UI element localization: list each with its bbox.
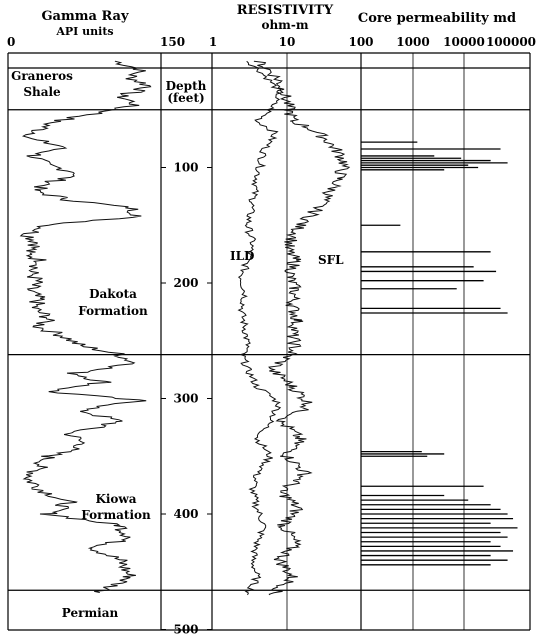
formation-kiowa-line2: Formation	[81, 508, 151, 522]
depth-tick-label: 400	[173, 507, 198, 521]
formation-dakota-line2: Formation	[78, 304, 148, 318]
log-curves	[19, 60, 351, 596]
resistivity-tick-1: 1	[209, 35, 217, 49]
perm-tick-100000: 100000	[486, 35, 536, 49]
sfl-label: SFL	[318, 253, 344, 267]
permeability-bars	[361, 141, 518, 566]
ild-curve	[237, 60, 284, 596]
formation-boundaries	[8, 67, 530, 591]
depth-tick-label: 500	[173, 623, 198, 637]
resistivity-tick-10: 10	[279, 35, 296, 49]
ild-label: ILD	[230, 249, 254, 263]
gamma-scale-min: 0	[7, 35, 15, 49]
depth-title-line2: (feet)	[167, 91, 204, 105]
gamma-title: Gamma Ray	[41, 9, 129, 24]
depth-axis: 100 200 300 400 500	[161, 161, 212, 637]
gamma-scale-max: 150	[160, 35, 185, 49]
perm-tick-10000: 10000	[443, 35, 485, 49]
gamma-units: API units	[55, 25, 113, 38]
gamma-ray-curve	[19, 60, 152, 593]
formation-permian-line1: Permian	[62, 606, 119, 620]
formation-graneros-line2: Shale	[23, 85, 61, 99]
depth-tick-label: 100	[173, 161, 198, 175]
depth-title-line1: Depth	[166, 79, 207, 93]
resistivity-tick-100: 100	[348, 35, 373, 49]
resistivity-units: ohm-m	[261, 18, 308, 32]
formation-graneros-line1: Graneros	[11, 69, 73, 83]
depth-tick-label: 300	[173, 392, 198, 406]
sfl-curve	[253, 60, 351, 596]
depth-tick-label: 200	[173, 276, 198, 290]
perm-tick-1000: 1000	[396, 35, 429, 49]
permeability-title: Core permeability md	[358, 11, 516, 26]
formation-dakota-line1: Dakota	[89, 287, 137, 301]
formation-kiowa-line1: Kiowa	[95, 492, 136, 506]
resistivity-title: RESISTIVITY	[237, 3, 334, 18]
